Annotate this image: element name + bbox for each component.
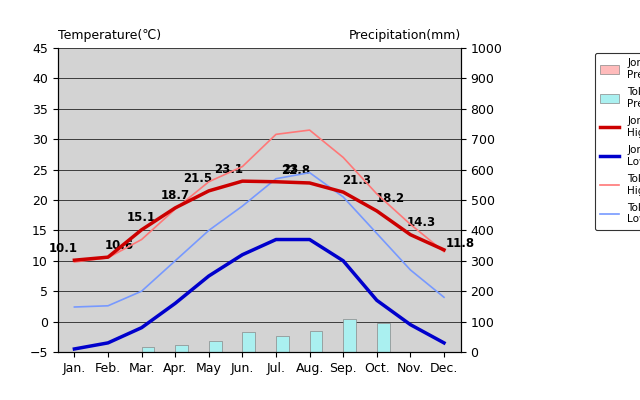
Bar	[431, 352, 444, 382]
Text: 18.7: 18.7	[161, 189, 190, 202]
Bar	[364, 352, 377, 379]
Text: 10.6: 10.6	[104, 238, 134, 252]
Bar	[297, 352, 310, 376]
Bar	[163, 352, 175, 379]
Bar	[61, 352, 74, 382]
Bar	[263, 352, 276, 376]
Bar	[108, 352, 121, 365]
Bar	[310, 331, 323, 352]
Bar	[74, 352, 87, 373]
Bar	[343, 318, 356, 352]
Bar	[410, 352, 423, 354]
Legend: Jomsom
Precipitation, Tokyo
Precipitation, Jomsom
High Temp., Jomsom
Low Temp., : Jomsom Precipitation, Tokyo Precipitatio…	[595, 53, 640, 230]
Bar	[444, 352, 457, 370]
Text: 23.1: 23.1	[214, 162, 243, 176]
Bar	[175, 345, 188, 352]
Text: 22.8: 22.8	[281, 164, 310, 178]
Bar	[129, 352, 141, 380]
Bar	[209, 341, 221, 352]
Bar	[243, 332, 255, 352]
Bar	[276, 336, 289, 352]
Text: Precipitation(mm): Precipitation(mm)	[349, 29, 461, 42]
Text: 11.8: 11.8	[446, 237, 476, 250]
Text: 15.1: 15.1	[127, 211, 156, 224]
Text: Temperature(℃): Temperature(℃)	[58, 29, 161, 42]
Text: 21.3: 21.3	[342, 174, 372, 186]
Bar	[95, 352, 108, 381]
Bar	[330, 352, 343, 378]
Text: 23: 23	[282, 163, 298, 176]
Text: 10.1: 10.1	[49, 242, 78, 255]
Text: 18.2: 18.2	[376, 192, 405, 205]
Bar	[397, 352, 410, 381]
Bar	[230, 352, 243, 376]
Bar	[377, 322, 390, 352]
Bar	[196, 352, 209, 378]
Bar	[141, 347, 154, 352]
Text: 14.3: 14.3	[407, 216, 436, 229]
Text: 21.5: 21.5	[183, 172, 212, 185]
